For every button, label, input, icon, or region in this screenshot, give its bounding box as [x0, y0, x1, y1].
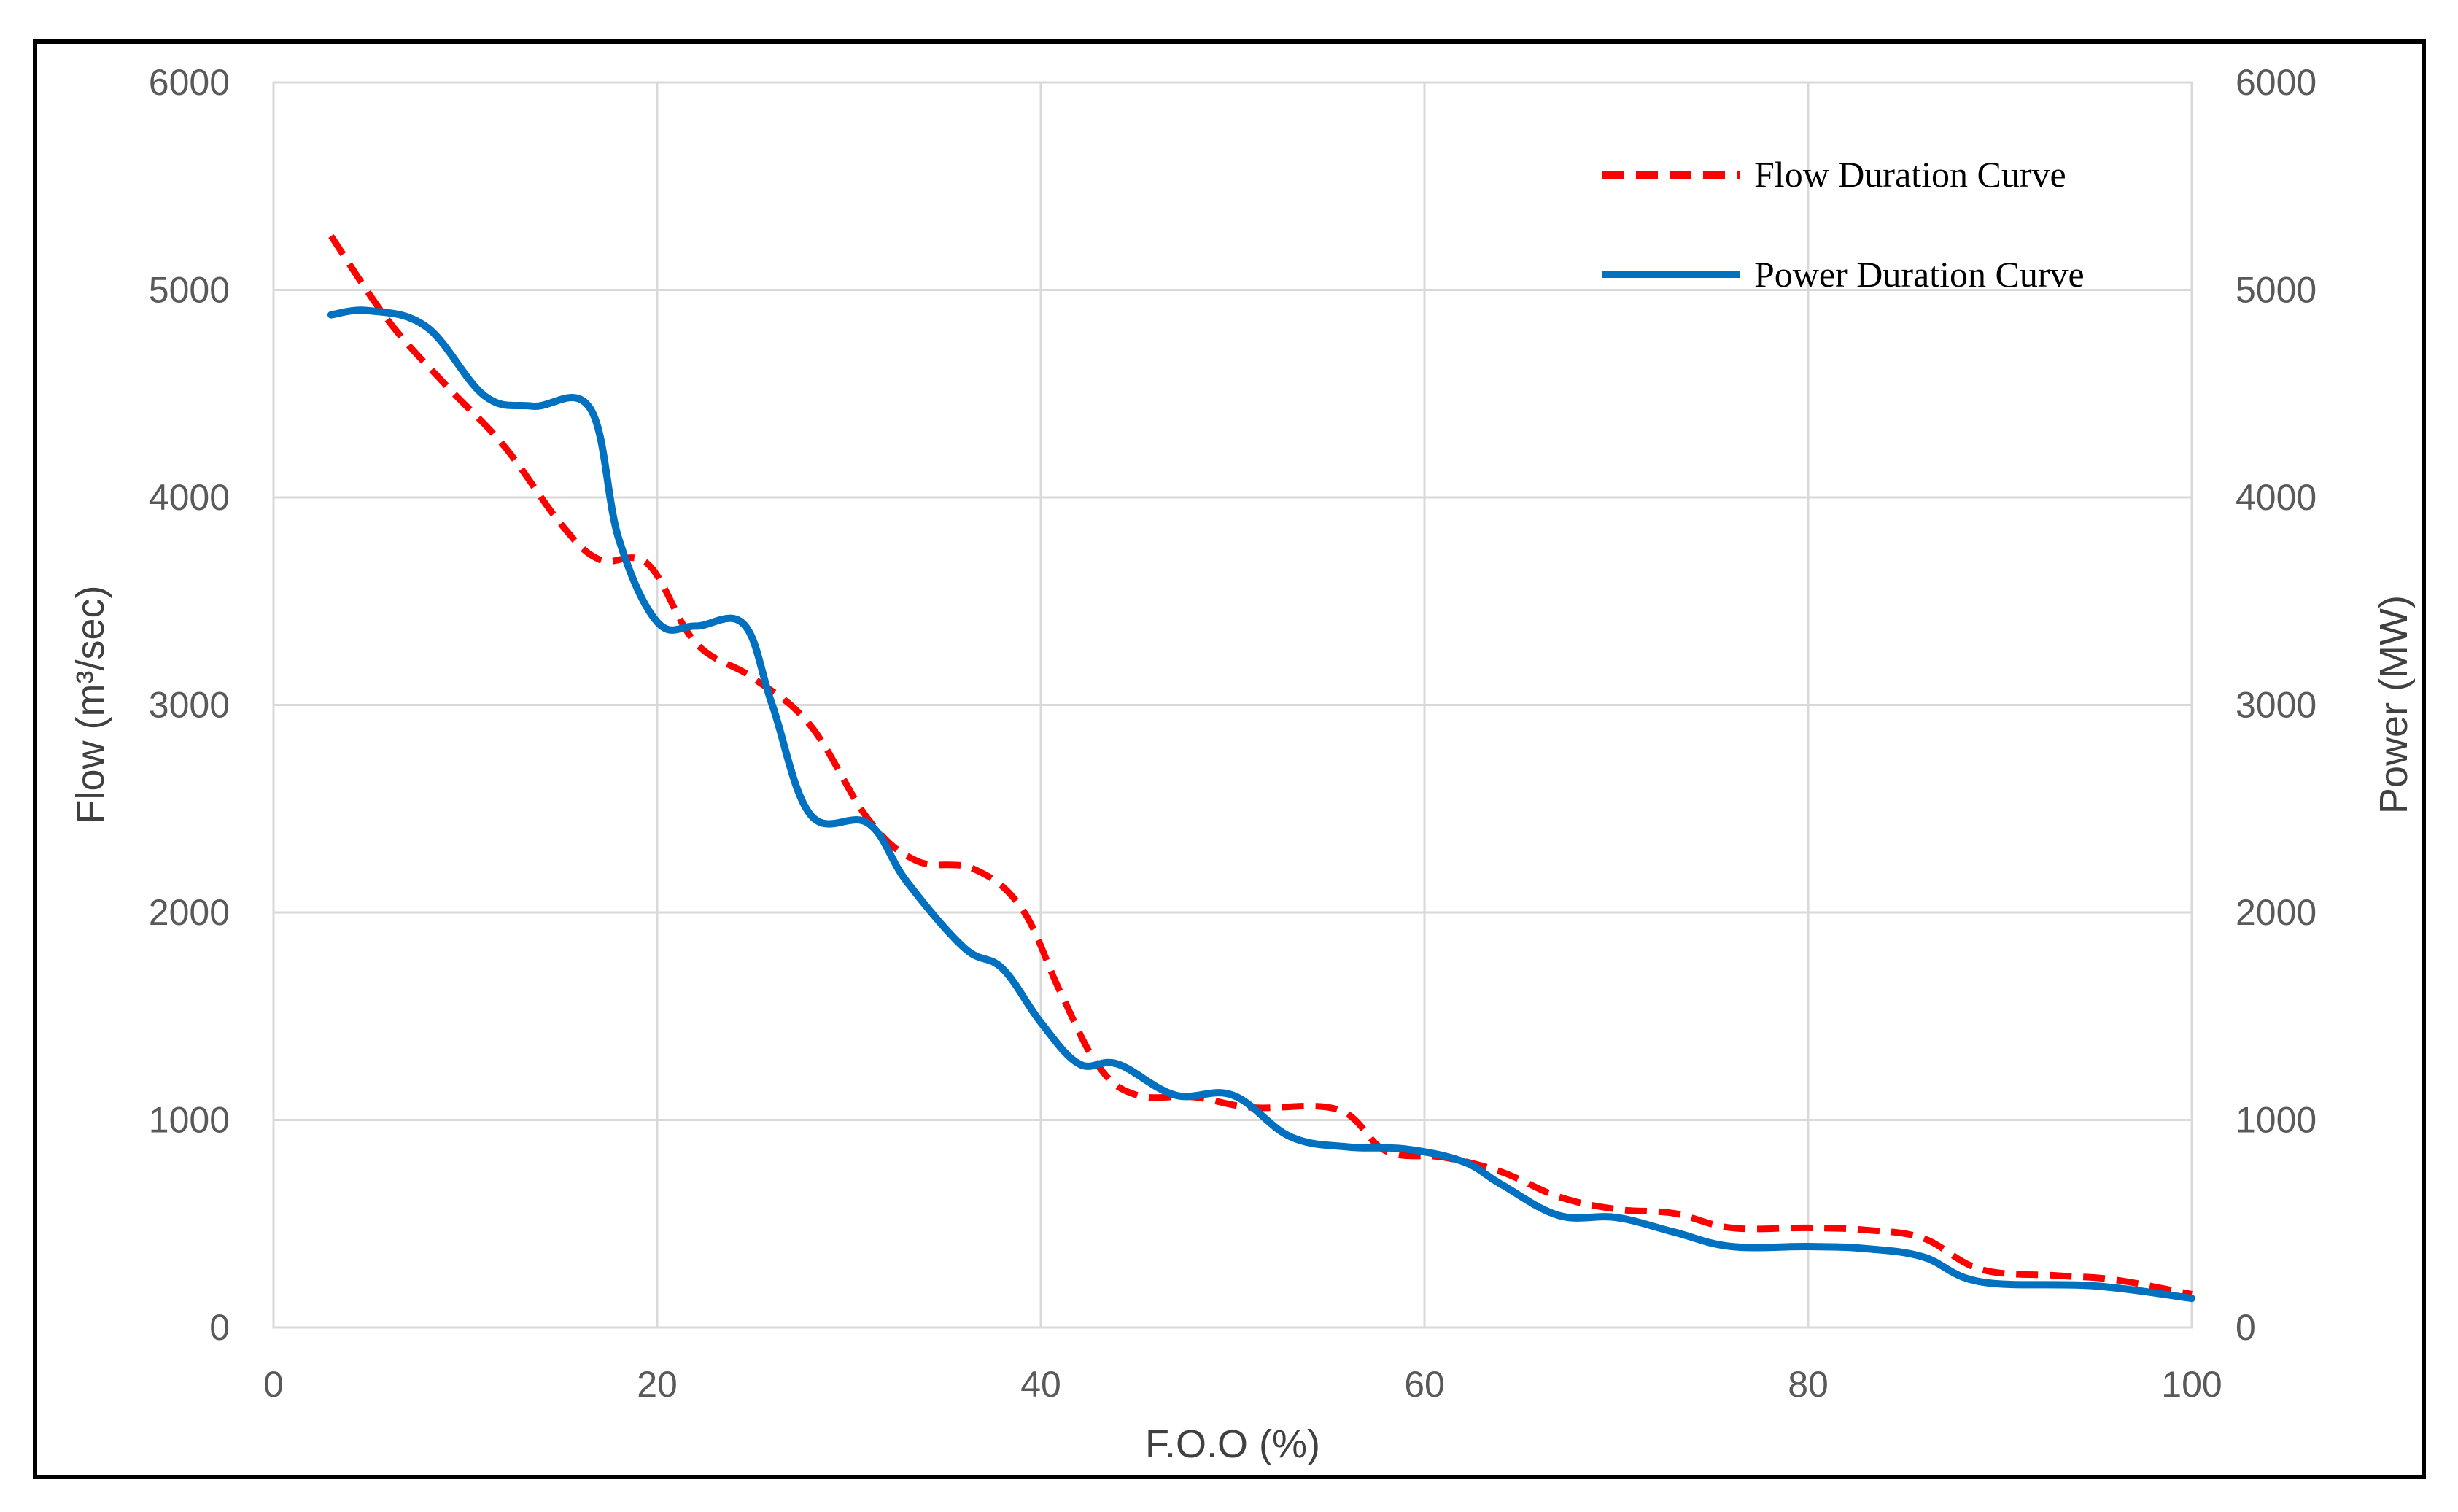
y-tick-label-right: 4000 [2236, 477, 2317, 518]
flow-duration-curve [328, 233, 2193, 1298]
chart-frame [33, 39, 2426, 1479]
y-tick-label-left: 5000 [149, 270, 230, 311]
x-axis-title: F.O.O (%) [1145, 1422, 1320, 1466]
tick-labels: 0100020003000400050006000010002000300040… [149, 62, 2317, 1405]
y-tick-label-left: 4000 [149, 477, 230, 518]
legend-label-flow: Flow Duration Curve [1754, 154, 2066, 195]
y-tick-label-right: 5000 [2236, 270, 2317, 311]
y-axis-title-right: Power (MW) [2372, 595, 2416, 814]
y-tick-label-right: 6000 [2236, 62, 2317, 103]
power-duration-curve [327, 306, 2195, 1303]
y-tick-label-right: 0 [2236, 1307, 2256, 1348]
series-lines [327, 233, 2195, 1303]
x-tick-label: 100 [2161, 1364, 2222, 1405]
legend-label-power: Power Duration Curve [1754, 254, 2085, 295]
y-tick-label-left: 0 [209, 1307, 230, 1348]
y-axis-title-left: Flow (m³/sec) [69, 586, 112, 824]
y-tick-label-left: 2000 [149, 892, 230, 933]
x-tick-label: 40 [1020, 1364, 1061, 1405]
y-tick-label-right: 3000 [2236, 685, 2317, 726]
y-tick-label-left: 3000 [149, 685, 230, 726]
x-tick-label: 0 [263, 1364, 284, 1405]
x-tick-label: 60 [1404, 1364, 1445, 1405]
y-tick-label-right: 2000 [2236, 892, 2317, 933]
gridlines [272, 81, 2193, 1329]
y-tick-label-right: 1000 [2236, 1100, 2317, 1141]
x-tick-label: 80 [1788, 1364, 1829, 1405]
x-tick-label: 20 [637, 1364, 678, 1405]
y-tick-label-left: 6000 [149, 62, 230, 103]
legend: Flow Duration Curve Power Duration Curve [1602, 154, 2085, 295]
y-tick-label-left: 1000 [149, 1100, 230, 1141]
